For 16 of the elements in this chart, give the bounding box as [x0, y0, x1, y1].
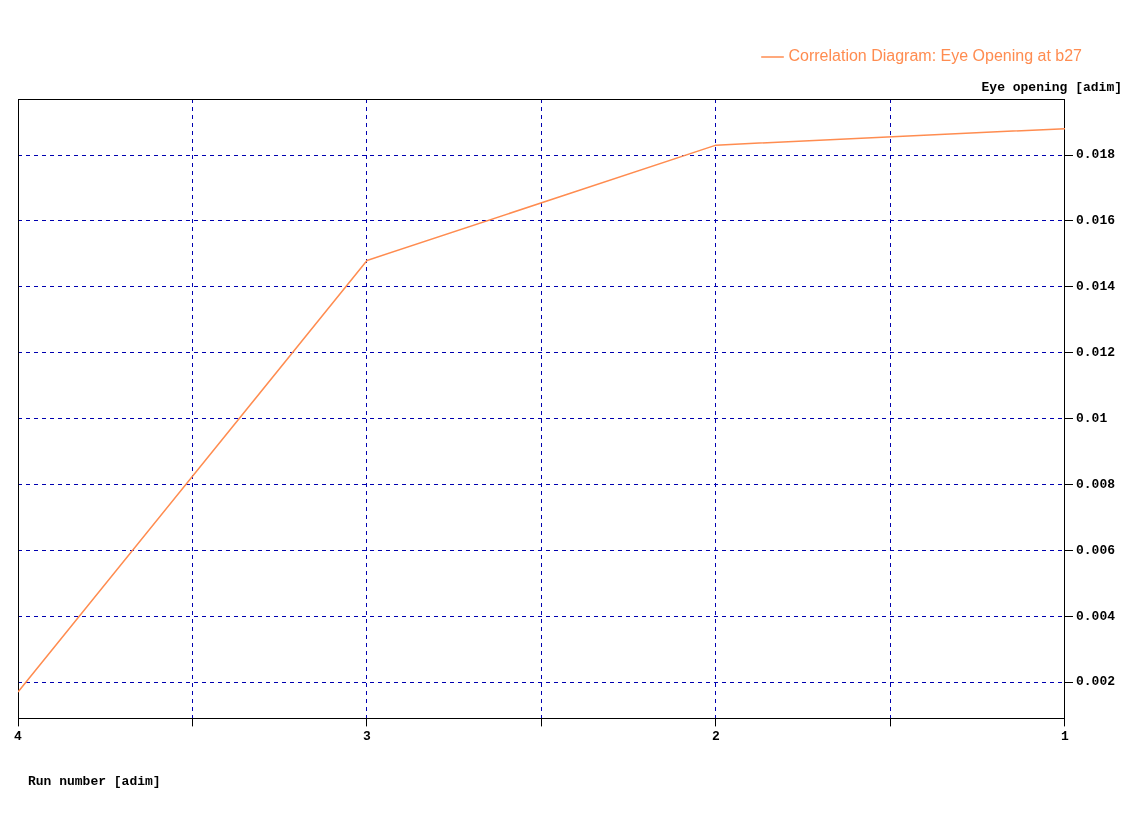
- x-tick-label: 2: [712, 729, 721, 745]
- y-tick-label: 0.014: [1075, 279, 1116, 295]
- legend-label: Correlation Diagram: Eye Opening at b27: [788, 47, 1083, 65]
- y-axis-title: Eye opening [adim]: [981, 79, 1122, 95]
- y-tick-label: 0.004: [1075, 608, 1116, 624]
- y-tick-label: 0.002: [1075, 674, 1116, 690]
- y-tick-label: 0.008: [1075, 476, 1116, 492]
- y-tick-label: 0.016: [1075, 213, 1116, 229]
- y-tick-label: 0.018: [1075, 147, 1116, 163]
- x-axis-title: Run number [adim]: [28, 773, 161, 789]
- y-tick-label: 0.01: [1075, 410, 1108, 426]
- x-tick-label: 1: [1061, 729, 1070, 745]
- y-tick-label: 0.006: [1075, 542, 1116, 558]
- x-tick-label: 4: [14, 729, 23, 745]
- x-tick-label: 3: [363, 729, 372, 745]
- y-tick-label: 0.012: [1075, 344, 1116, 360]
